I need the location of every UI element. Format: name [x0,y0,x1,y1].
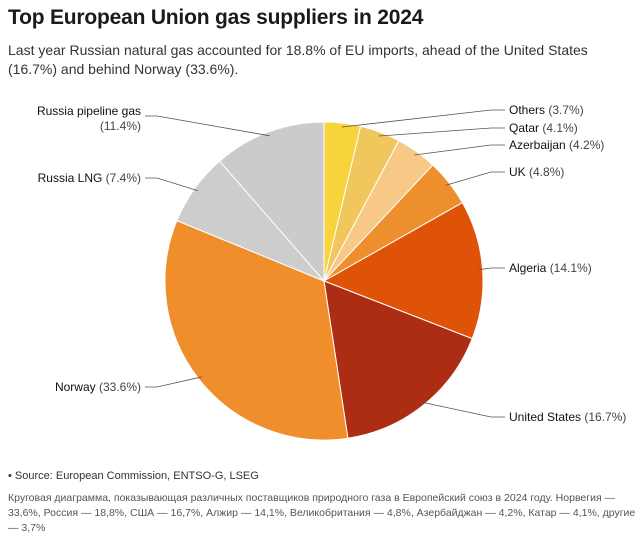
pie-slice-russia-pipeline-gas [218,121,325,283]
slice-label-others: Others (3.7%) [509,103,584,117]
slice-label-norway: Norway (33.6%) [55,380,141,394]
leader-line-qatar [378,127,505,137]
source-note: • Source: European Commission, ENTSO-G, … [8,470,259,482]
leader-line-uk [445,171,505,186]
leader-line-azerbaijan [414,144,505,156]
pie-chart: Others (3.7%) Qatar (4.1%) Azerbaijan (4.2… [37,103,626,441]
chart-subtitle: Last year Russian natural gas accounted … [8,42,588,77]
leader-line-algeria [478,267,505,271]
slice-label-qatar: Qatar (4.1%) [509,121,578,135]
slice-label-algeria: Algeria (14.1%) [509,261,592,275]
pie-slice-united-states [323,280,473,439]
leader-line-norway [145,376,203,388]
leader-line-russia-lng [145,177,199,192]
slice-label-uk: UK (4.8%) [509,165,564,179]
chart-caption: Круговая диаграмма, показывающая различн… [8,492,636,534]
pie-slice-norway [164,219,349,441]
leader-line-others [341,109,505,128]
leader-line-russia-pipeline-gas [145,115,270,137]
slice-label-azerbaijan: Azerbaijan (4.2%) [509,138,604,152]
slice-percent-russia-pipeline-gas: (11.4%) [100,119,141,133]
slice-label-united-states: United States (16.7%) [509,410,626,424]
slice-label-russia-pipeline-gas: Russia pipeline gas [37,104,141,118]
chart-title: Top European Union gas suppliers in 2024 [8,6,424,29]
leader-line-united-states [420,401,505,418]
slice-label-russia-lng: Russia LNG (7.4%) [38,171,141,185]
